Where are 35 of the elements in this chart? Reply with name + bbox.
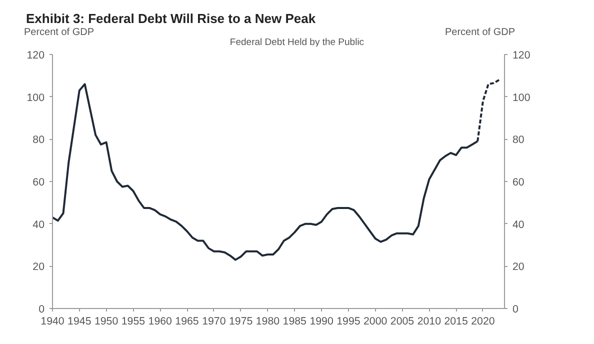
- y-tick-label: 60: [32, 176, 45, 188]
- x-tick-label: 2020: [471, 316, 495, 328]
- y2-axis-title: Percent of GDP: [445, 26, 516, 40]
- y-tick-label: 120: [26, 50, 45, 62]
- y2-tick-label: 60: [512, 176, 524, 188]
- x-tick-label: 1945: [68, 316, 92, 328]
- y2-tick-label: 100: [512, 92, 530, 104]
- x-tick-label: 2010: [417, 316, 442, 328]
- x-tick-label: 1985: [282, 316, 307, 328]
- x-tick-label: 1970: [202, 316, 226, 328]
- x-tick-label: 1990: [310, 316, 334, 328]
- y2-tick-label: 120: [512, 50, 530, 62]
- x-tick-label: 2005: [390, 316, 414, 328]
- x-tick-label: 1960: [148, 316, 172, 328]
- x-tick-label: 2000: [364, 316, 388, 328]
- x-tick-label: 1975: [228, 316, 253, 328]
- y-tick-label: 0: [38, 304, 45, 316]
- y-axis-title: Percent of GDP: [24, 26, 94, 40]
- y-tick-label: 40: [32, 218, 45, 231]
- x-tick-label: 1995: [336, 316, 360, 328]
- x-tick-label: 1940: [40, 316, 64, 328]
- x-tick-label: 1955: [121, 316, 146, 328]
- x-tick-label: 1950: [94, 316, 118, 328]
- y-tick-label: 80: [32, 134, 45, 146]
- y2-tick-label: 0: [512, 304, 518, 316]
- y-tick-label: 100: [26, 92, 45, 104]
- y2-tick-label: 40: [512, 218, 524, 231]
- y2-tick-label: 20: [512, 261, 524, 274]
- x-tick-label: 1980: [256, 316, 280, 328]
- y-tick-label: 20: [32, 261, 45, 274]
- x-tick-label: 2015: [444, 316, 468, 328]
- chart-subtitle: Federal Debt Held by the Public: [230, 37, 364, 48]
- y2-tick-label: 80: [512, 134, 524, 146]
- chart-title: Exhibit 3: Federal Debt Will Rise to a New Peak: [25, 10, 316, 28]
- x-tick-label: 1965: [175, 316, 199, 328]
